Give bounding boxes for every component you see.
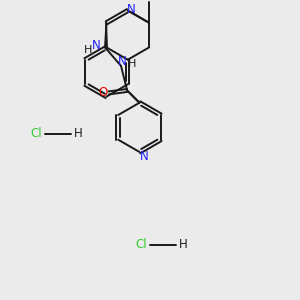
- Text: H: H: [84, 45, 93, 56]
- Text: Cl: Cl: [31, 127, 42, 140]
- Text: H: H: [74, 127, 82, 140]
- Text: H: H: [178, 238, 188, 251]
- Text: N: N: [118, 55, 127, 68]
- Text: N: N: [92, 39, 100, 52]
- Text: N: N: [140, 150, 148, 163]
- Text: H: H: [128, 59, 136, 69]
- Text: Cl: Cl: [136, 238, 147, 251]
- Text: O: O: [98, 86, 107, 99]
- Text: N: N: [127, 3, 136, 16]
